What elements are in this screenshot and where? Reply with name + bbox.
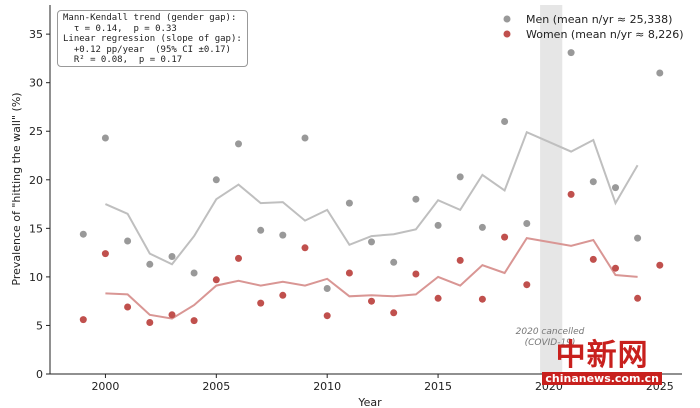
women-point [257, 299, 265, 307]
annotation-line-1: 2020 cancelled [516, 327, 585, 337]
women-point [612, 264, 619, 272]
x-tick-label: 2000 [91, 380, 119, 393]
men-point [168, 253, 176, 260]
stats-line-2: τ = 0.14, p = 0.33 [63, 23, 177, 34]
men-point [612, 184, 619, 192]
women-point [235, 254, 242, 262]
men-point [501, 118, 509, 125]
x-tick-label: 2010 [313, 380, 341, 393]
women-point [212, 276, 220, 284]
men-point [478, 223, 486, 231]
y-tick-label: 0 [36, 368, 43, 381]
men-point [523, 220, 531, 227]
men-point [634, 234, 642, 242]
women-point [390, 309, 398, 317]
y-tick-label: 5 [36, 319, 43, 332]
men-point [412, 195, 420, 203]
women-point [434, 294, 442, 302]
men-point [345, 199, 353, 207]
men-point [124, 237, 132, 245]
men-point [301, 134, 309, 142]
y-tick-label: 25 [29, 125, 43, 138]
watermark-logo: 中新网 chinanews.com.cn [542, 340, 662, 385]
y-tick-label: 30 [29, 77, 43, 90]
women-point [412, 270, 420, 278]
women-point [523, 281, 531, 289]
women-point [279, 291, 287, 299]
men-point [567, 49, 575, 57]
women-point [656, 261, 664, 269]
stats-box: Mann-Kendall trend (gender gap): τ = 0.1… [57, 10, 248, 67]
women-point [79, 316, 87, 324]
men-point [589, 178, 597, 186]
women-trend-line [105, 237, 638, 320]
covid-shade-rect [540, 5, 563, 374]
x-axis-label: Year [357, 396, 382, 408]
stats-line-3: Linear regression (slope of gap): [63, 34, 242, 44]
women-point [124, 303, 132, 311]
y-tick-label: 15 [29, 222, 43, 235]
women-point [368, 297, 375, 305]
men-point [257, 226, 265, 234]
legend-marker-women [503, 30, 511, 38]
women-point [478, 295, 486, 303]
women-point [301, 244, 309, 252]
legend-label-women: Women (mean n/yr ≈ 8,226) [526, 28, 684, 41]
men-point [212, 176, 220, 184]
legend-label-men: Men (mean n/yr ≈ 25,338) [526, 13, 672, 26]
x-tick-label: 2005 [202, 380, 230, 393]
women-point [101, 250, 109, 258]
women-point [501, 233, 509, 241]
men-point [434, 221, 442, 229]
women-point [323, 312, 331, 320]
y-tick-label: 10 [29, 271, 43, 284]
men-point [79, 230, 87, 238]
women-point [345, 269, 353, 277]
women-point [168, 311, 176, 319]
men-point [146, 260, 154, 268]
covid-shaded-region [540, 5, 563, 374]
women-point [634, 294, 642, 302]
women-point [190, 317, 198, 325]
y-axis-label: Prevalence of "hitting the wall" (%) [10, 92, 23, 285]
men-point [656, 69, 664, 77]
men-point [456, 173, 464, 181]
stats-line-5: R² = 0.08, p = 0.17 [63, 55, 183, 65]
annotation-line-2: (COVID-19) [525, 338, 576, 348]
trend-lines [104, 130, 639, 320]
watermark-cn: 中新网 [555, 338, 649, 373]
stats-line-1: Mann-Kendall trend (gender gap): [63, 13, 237, 23]
women-point [567, 190, 575, 198]
men-point [368, 238, 375, 246]
men-point [390, 258, 398, 266]
men-point [235, 140, 242, 148]
men-point [190, 269, 198, 277]
men-point [279, 231, 287, 239]
legend: Men (mean n/yr ≈ 25,338) Women (mean n/y… [503, 13, 684, 41]
women-point [146, 319, 154, 326]
women-point [589, 255, 597, 263]
x-tick-label: 2015 [424, 380, 452, 393]
data-points [79, 49, 664, 326]
men-trend-line [104, 130, 639, 266]
legend-marker-men [503, 15, 511, 23]
men-point [323, 285, 331, 292]
y-tick-label: 35 [29, 28, 43, 41]
men-point [101, 134, 109, 142]
watermark-en: chinanews.com.cn [542, 372, 662, 385]
stats-line-4: +0.12 pp/year (95% CI ±0.17) [63, 44, 231, 55]
women-point [456, 256, 464, 264]
y-tick-label: 20 [29, 174, 43, 187]
